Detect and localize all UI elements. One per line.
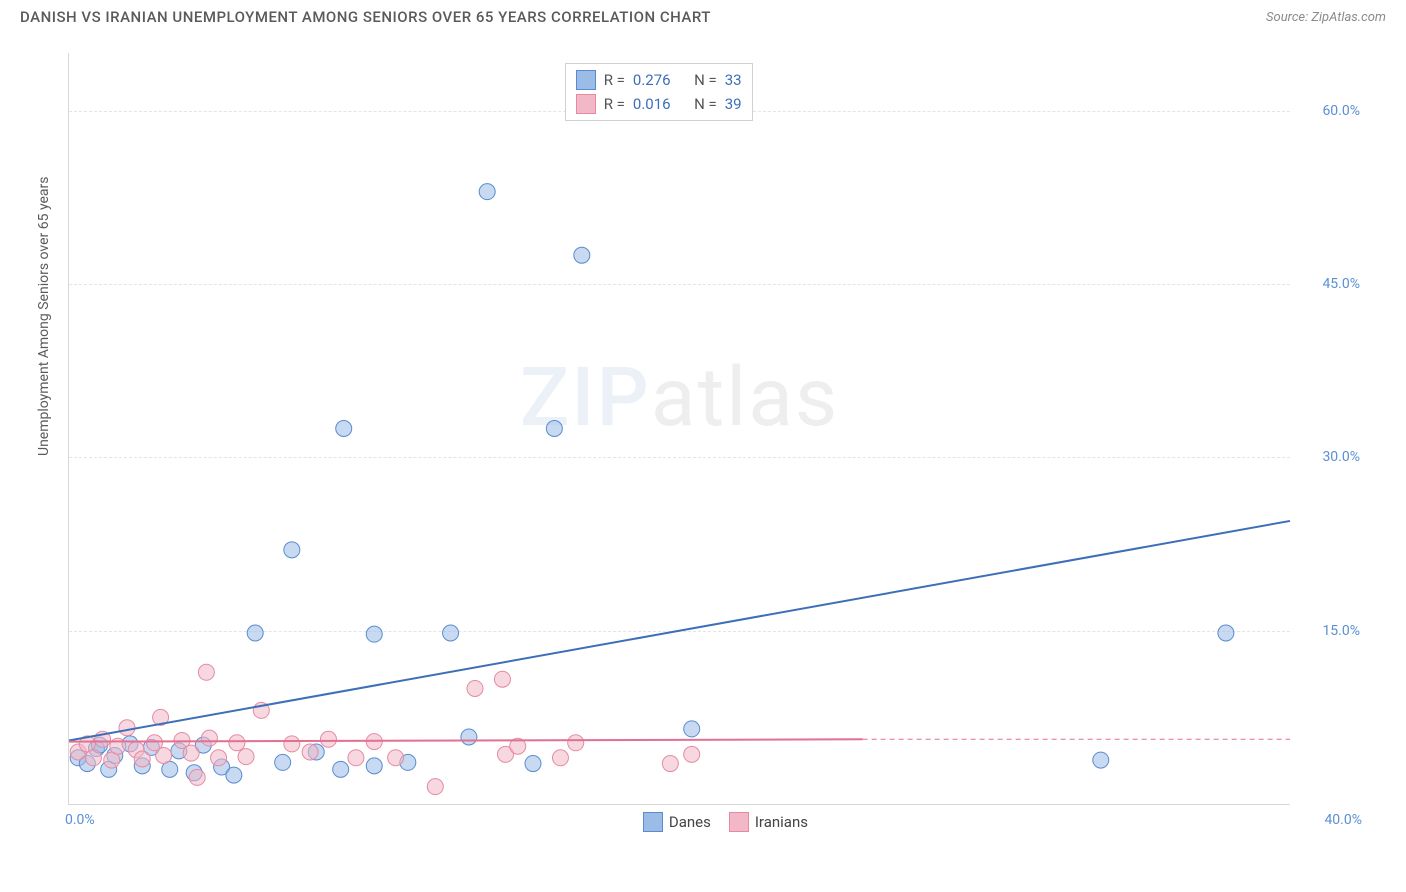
stats-legend: R = 0.276 N = 33 R = 0.016 N = 39 <box>565 63 753 121</box>
y-tick-label: 60.0% <box>1300 103 1360 119</box>
source-attribution: Source: ZipAtlas.com <box>1266 10 1386 25</box>
r-value-iranians: 0.016 <box>633 95 671 113</box>
n-label: N = <box>694 71 717 89</box>
y-tick-label: 45.0% <box>1300 276 1360 292</box>
plot-area: ZIPatlas R = 0.276 N = 33 R = 0.016 N = … <box>68 53 1290 805</box>
stats-row-iranians: R = 0.016 N = 39 <box>576 92 742 116</box>
r-value-danes: 0.276 <box>633 71 671 89</box>
y-axis-label: Unemployment Among Seniors over 65 years <box>36 176 52 456</box>
scatter-svg <box>69 53 1290 804</box>
legend-label-danes: Danes <box>669 813 711 831</box>
swatch-danes-icon <box>643 812 663 832</box>
n-value-danes: 33 <box>725 71 742 89</box>
r-label: R = <box>604 95 625 113</box>
correlation-chart: Unemployment Among Seniors over 65 years… <box>50 45 1360 835</box>
legend-item-danes: Danes <box>643 812 711 832</box>
page-title: DANISH VS IRANIAN UNEMPLOYMENT AMONG SEN… <box>20 8 711 26</box>
n-value-iranians: 39 <box>725 95 742 113</box>
x-tick-min: 0.0% <box>65 812 95 828</box>
stats-row-danes: R = 0.276 N = 33 <box>576 68 742 92</box>
y-tick-label: 15.0% <box>1300 623 1360 639</box>
swatch-iranians-icon <box>576 94 596 114</box>
swatch-danes-icon <box>576 70 596 90</box>
swatch-iranians-icon <box>729 812 749 832</box>
r-label: R = <box>604 71 625 89</box>
legend-item-iranians: Iranians <box>729 812 808 832</box>
x-tick-max: 40.0% <box>1324 812 1362 828</box>
y-tick-label: 30.0% <box>1300 449 1360 465</box>
series-legend: Danes Iranians <box>643 812 808 832</box>
legend-label-iranians: Iranians <box>755 813 808 831</box>
n-label: N = <box>694 95 717 113</box>
